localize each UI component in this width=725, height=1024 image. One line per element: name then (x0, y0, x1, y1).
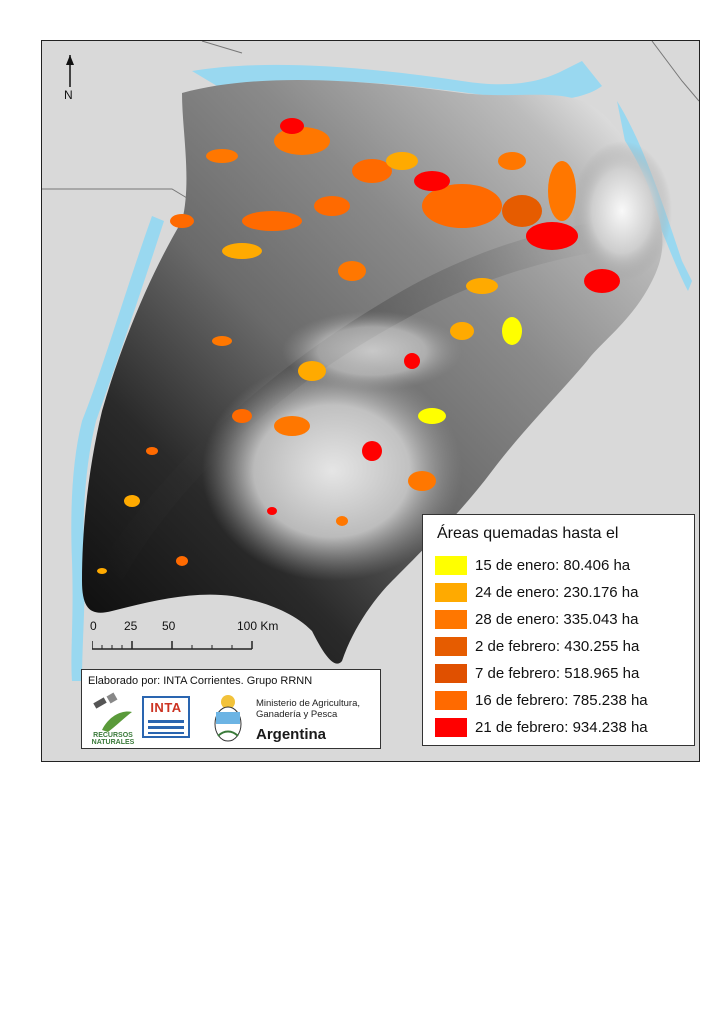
scale-label-0: 0 (90, 619, 97, 633)
legend-item: 15 de enero: 80.406 ha (435, 553, 682, 577)
legend-item: 24 de enero: 230.176 ha (435, 580, 682, 604)
legend-item: 16 de febrero: 785.238 ha (435, 688, 682, 712)
legend-swatch (435, 636, 467, 656)
border-line (42, 188, 193, 202)
scale-label-100: 100 Km (237, 619, 279, 633)
legend-item: 7 de febrero: 518.965 ha (435, 661, 682, 685)
legend: Áreas quemadas hasta el 15 de enero: 80.… (422, 514, 695, 746)
legend-item: 2 de febrero: 430.255 ha (435, 634, 682, 658)
legend-swatch (435, 609, 467, 629)
scale-ticks (92, 641, 253, 650)
legend-label: 2 de febrero: 430.255 ha (475, 637, 640, 655)
scale-bar: 0 25 50 100 Km (82, 619, 302, 659)
legend-swatch (435, 690, 467, 710)
legend-label: 15 de enero: 80.406 ha (475, 556, 631, 574)
burned-patches (97, 118, 620, 574)
parana-west-river (71, 216, 164, 681)
legend-swatch (435, 717, 467, 737)
scale-label-50: 50 (162, 619, 176, 633)
parana-river (192, 61, 602, 101)
legend-label: 16 de febrero: 785.238 ha (475, 691, 648, 709)
legend-swatch (435, 663, 467, 683)
highland-area (572, 141, 672, 281)
legend-label: 21 de febrero: 934.238 ha (475, 718, 648, 736)
map-frame: N 0 25 50 100 Km Elaborado por: INTA Cor… (41, 40, 700, 762)
legend-label: 7 de febrero: 518.965 ha (475, 664, 640, 682)
ministry-label: Ministerio de Agricultura, Ganadería y P… (256, 698, 361, 720)
legend-swatch (435, 582, 467, 602)
legend-item: 21 de febrero: 934.238 ha (435, 715, 682, 739)
province-dark-band (102, 221, 602, 581)
country-label: Argentina (256, 726, 327, 743)
argentina-shield-icon (214, 695, 242, 742)
inta-logo: INTA (142, 696, 190, 738)
north-arrow-icon: N (64, 55, 74, 102)
legend-swatch (435, 555, 467, 575)
border-line (201, 41, 243, 54)
credits-box: Elaborado por: INTA Corrientes. Grupo RR… (81, 669, 381, 749)
scale-label-25: 25 (124, 619, 138, 633)
credits-text: Elaborado por: INTA Corrientes. Grupo RR… (88, 675, 313, 687)
burned-areas-map: N (42, 41, 699, 681)
satellite-logo-icon (93, 692, 132, 732)
highland-area (202, 361, 462, 581)
legend-label: 24 de enero: 230.176 ha (475, 583, 639, 601)
rn-logo-text: RECURSOS NATURALES (91, 732, 135, 746)
inta-logo-text: INTA (150, 700, 182, 715)
highland-area (282, 311, 462, 391)
north-label: N (64, 88, 73, 102)
legend-item: 28 de enero: 335.043 ha (435, 607, 682, 631)
legend-title: Áreas quemadas hasta el (437, 525, 619, 542)
legend-label: 28 de enero: 335.043 ha (475, 610, 639, 628)
border-line (651, 41, 699, 102)
